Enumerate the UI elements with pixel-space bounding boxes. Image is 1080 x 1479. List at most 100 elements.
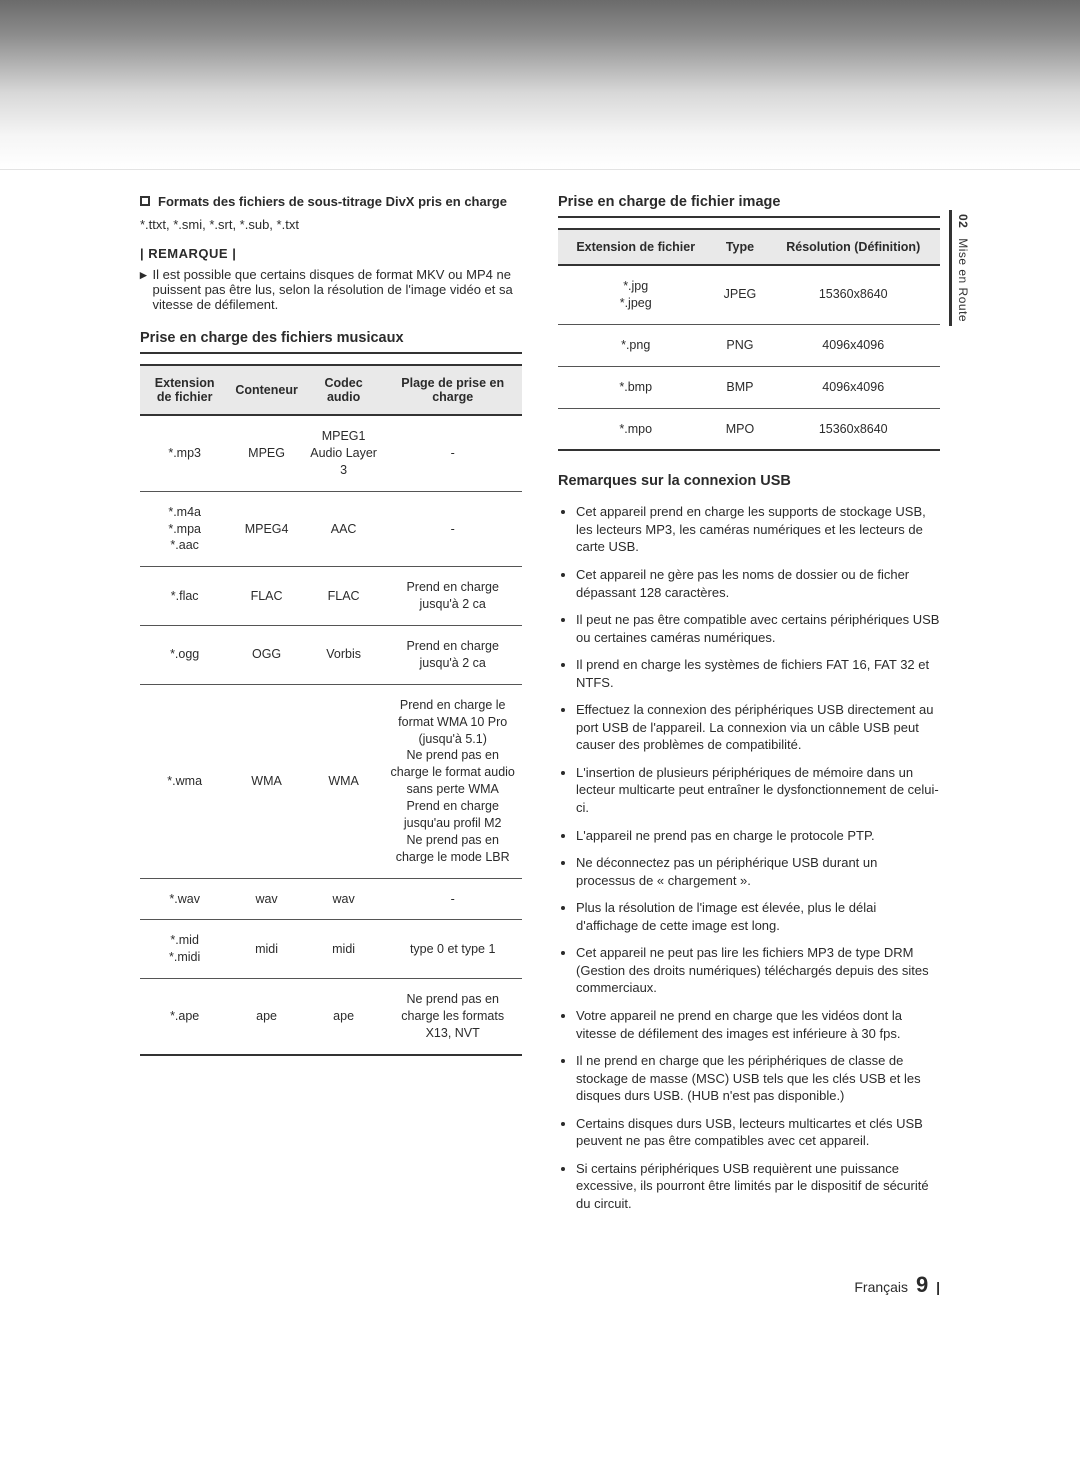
table-row: *.mid *.midimidimiditype 0 et type 1: [140, 920, 522, 979]
music-section-title: Prise en charge des fichiers musicaux: [140, 330, 522, 354]
list-item: Il prend en charge les systèmes de fichi…: [576, 656, 940, 691]
table-cell: FLAC: [229, 567, 304, 626]
subtitle-formats: *.ttxt, *.smi, *.srt, *.sub, *.txt: [140, 217, 522, 232]
table-cell: ape: [304, 979, 384, 1055]
list-item: Il peut ne pas être compatible avec cert…: [576, 611, 940, 646]
list-item: Il ne prend en charge que les périphériq…: [576, 1052, 940, 1105]
page-content: 02 Mise en Route Formats des fichiers de…: [0, 170, 1080, 1262]
music-col-2: Codec audio: [304, 365, 384, 415]
music-col-1: Conteneur: [229, 365, 304, 415]
image-col-2: Résolution (Définition): [766, 229, 940, 265]
list-item: Certains disques durs USB, lecteurs mult…: [576, 1115, 940, 1150]
list-item: Cet appareil prend en charge les support…: [576, 503, 940, 556]
footer-page-number: 9: [916, 1272, 928, 1297]
table-cell: BMP: [713, 366, 766, 408]
table-cell: MPEG: [229, 415, 304, 491]
table-cell: PNG: [713, 324, 766, 366]
side-tab: 02 Mise en Route: [949, 210, 970, 326]
table-cell: -: [383, 415, 522, 491]
music-col-3: Plage de prise en charge: [383, 365, 522, 415]
image-col-1: Type: [713, 229, 766, 265]
table-cell: *.wma: [140, 684, 229, 878]
table-cell: MPEG4: [229, 491, 304, 567]
footer-bar-icon: |: [936, 1279, 940, 1295]
table-cell: OGG: [229, 626, 304, 685]
table-cell: midi: [229, 920, 304, 979]
table-cell: Ne prend pas en charge les formats X13, …: [383, 979, 522, 1055]
table-cell: *.ape: [140, 979, 229, 1055]
table-cell: *.jpg *.jpeg: [558, 265, 713, 324]
arrow-icon: ▸: [140, 267, 147, 312]
usb-section-title: Remarques sur la connexion USB: [558, 473, 940, 489]
list-item: Votre appareil ne prend en charge que le…: [576, 1007, 940, 1042]
table-cell: midi: [304, 920, 384, 979]
table-cell: *.wav: [140, 878, 229, 920]
table-row: *.m4a *.mpa *.aacMPEG4AAC-: [140, 491, 522, 567]
list-item: L'appareil ne prend pas en charge le pro…: [576, 827, 940, 845]
right-column: Prise en charge de fichier image Extensi…: [558, 194, 940, 1222]
table-row: *.oggOGGVorbisPrend en charge jusqu'à 2 …: [140, 626, 522, 685]
subtitle-heading-text: Formats des fichiers de sous-titrage Div…: [158, 194, 507, 209]
table-row: *.mpoMPO15360x8640: [558, 408, 940, 450]
music-col-0: Extension de fichier: [140, 365, 229, 415]
table-cell: Vorbis: [304, 626, 384, 685]
table-cell: 15360x8640: [766, 408, 940, 450]
list-item: Plus la résolution de l'image est élevée…: [576, 899, 940, 934]
page-footer: Français 9 |: [0, 1262, 1080, 1328]
music-table: Extension de fichier Conteneur Codec aud…: [140, 364, 522, 1056]
footer-language: Français: [854, 1279, 908, 1295]
table-cell: -: [383, 878, 522, 920]
list-item: Cet appareil ne gère pas les noms de dos…: [576, 566, 940, 601]
square-bullet-icon: [140, 196, 150, 206]
table-row: *.pngPNG4096x4096: [558, 324, 940, 366]
remarque-label: | REMARQUE |: [140, 246, 522, 261]
list-item: L'insertion de plusieurs périphériques d…: [576, 764, 940, 817]
remarque-note: ▸ Il est possible que certains disques d…: [140, 267, 522, 312]
table-row: *.wmaWMAWMAPrend en charge le format WMA…: [140, 684, 522, 878]
table-row: *.wavwavwav-: [140, 878, 522, 920]
table-cell: 4096x4096: [766, 324, 940, 366]
list-item: Effectuez la connexion des périphériques…: [576, 701, 940, 754]
list-item: Si certains périphériques USB requièrent…: [576, 1160, 940, 1213]
image-section-title: Prise en charge de fichier image: [558, 194, 940, 218]
table-cell: AAC: [304, 491, 384, 567]
table-cell: 15360x8640: [766, 265, 940, 324]
table-cell: *.mp3: [140, 415, 229, 491]
list-item: Ne déconnectez pas un périphérique USB d…: [576, 854, 940, 889]
image-table-header-row: Extension de fichier Type Résolution (Dé…: [558, 229, 940, 265]
table-row: *.bmpBMP4096x4096: [558, 366, 940, 408]
left-column: Formats des fichiers de sous-titrage Div…: [140, 194, 522, 1222]
table-cell: Prend en charge le format WMA 10 Pro (ju…: [383, 684, 522, 878]
table-cell: *.flac: [140, 567, 229, 626]
subtitle-heading: Formats des fichiers de sous-titrage Div…: [140, 194, 522, 209]
table-cell: type 0 et type 1: [383, 920, 522, 979]
table-cell: *.m4a *.mpa *.aac: [140, 491, 229, 567]
table-cell: MPO: [713, 408, 766, 450]
table-cell: *.bmp: [558, 366, 713, 408]
remarque-text: Il est possible que certains disques de …: [153, 267, 522, 312]
usb-notes-list: Cet appareil prend en charge les support…: [558, 503, 940, 1212]
list-item: Cet appareil ne peut pas lire les fichie…: [576, 944, 940, 997]
table-cell: WMA: [304, 684, 384, 878]
table-cell: *.png: [558, 324, 713, 366]
image-col-0: Extension de fichier: [558, 229, 713, 265]
music-table-header-row: Extension de fichier Conteneur Codec aud…: [140, 365, 522, 415]
table-cell: 4096x4096: [766, 366, 940, 408]
table-cell: WMA: [229, 684, 304, 878]
table-row: *.apeapeapeNe prend pas en charge les fo…: [140, 979, 522, 1055]
table-cell: *.mid *.midi: [140, 920, 229, 979]
table-row: *.mp3MPEGMPEG1 Audio Layer 3-: [140, 415, 522, 491]
table-cell: *.mpo: [558, 408, 713, 450]
table-cell: wav: [304, 878, 384, 920]
table-cell: MPEG1 Audio Layer 3: [304, 415, 384, 491]
table-row: *.flacFLACFLACPrend en charge jusqu'à 2 …: [140, 567, 522, 626]
table-cell: JPEG: [713, 265, 766, 324]
table-cell: Prend en charge jusqu'à 2 ca: [383, 626, 522, 685]
table-cell: *.ogg: [140, 626, 229, 685]
table-cell: FLAC: [304, 567, 384, 626]
table-cell: -: [383, 491, 522, 567]
table-cell: wav: [229, 878, 304, 920]
table-cell: Prend en charge jusqu'à 2 ca: [383, 567, 522, 626]
top-banner: [0, 0, 1080, 170]
table-row: *.jpg *.jpegJPEG15360x8640: [558, 265, 940, 324]
